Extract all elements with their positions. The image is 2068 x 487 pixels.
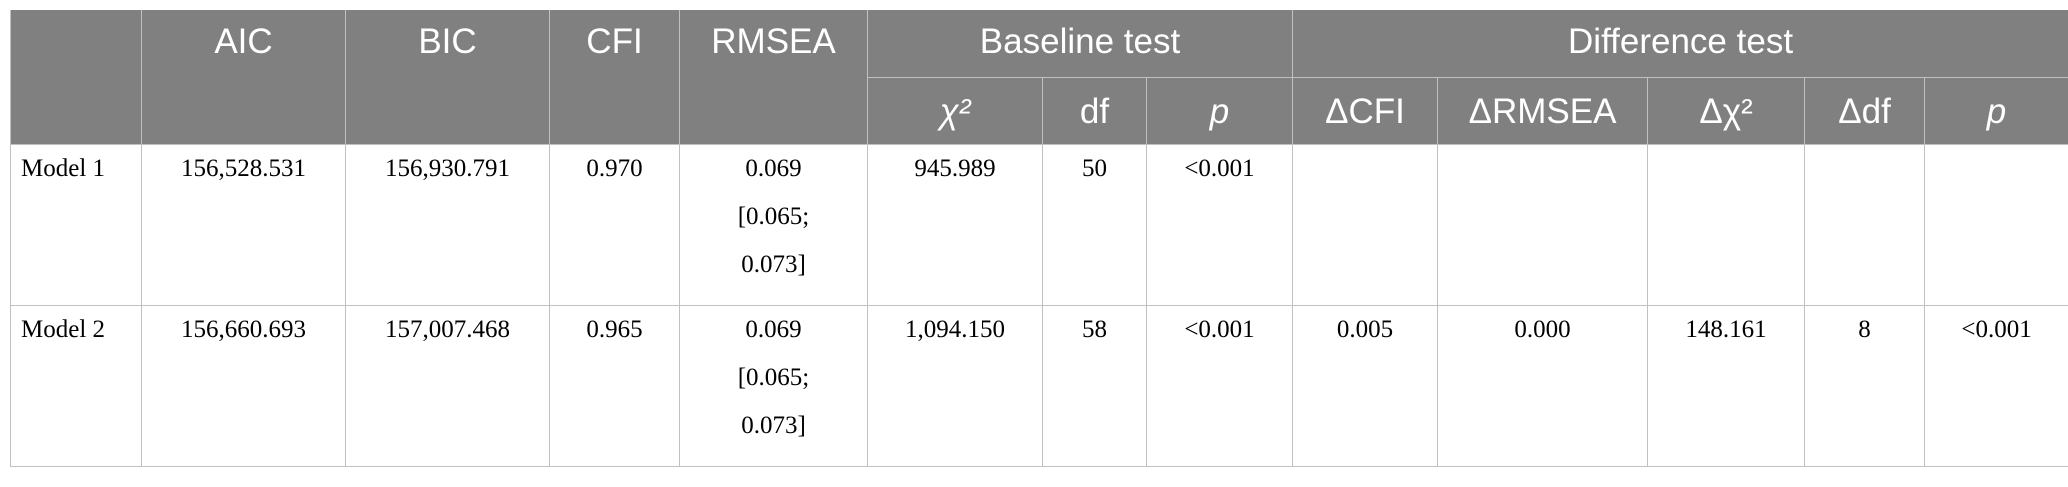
model-fit-table: AIC BIC CFI RMSEA Baseline test Differen… [10, 10, 2068, 467]
cell-p: <0.001 [1146, 305, 1294, 467]
rmsea-value: 0.069 [745, 315, 802, 343]
header-model [10, 10, 142, 145]
rmsea-ci-high: 0.073] [741, 411, 806, 439]
cell-cfi: 0.970 [549, 144, 680, 306]
rmsea-ci-low: [0.065; [737, 363, 810, 391]
table-header: AIC BIC CFI RMSEA Baseline test Differen… [10, 10, 2068, 145]
header-difference-test: Difference test [1292, 10, 2068, 78]
cell-aic: 156,528.531 [141, 144, 346, 306]
cell-delta-df [1804, 144, 1926, 306]
cell-delta-cfi [1292, 144, 1439, 306]
header-p: p [1146, 77, 1294, 145]
table-body: Model 1 156,528.531 156,930.791 0.970 0.… [10, 144, 2068, 467]
cell-model: Model 2 [10, 305, 142, 467]
header-df: df [1042, 77, 1147, 145]
header-chi2: χ² [867, 77, 1043, 145]
table-row: Model 2 156,660.693 157,007.468 0.965 0.… [10, 305, 2068, 467]
cell-delta-df: 8 [1804, 305, 1926, 467]
header-delta-p: p [1924, 77, 2068, 145]
header-bic: BIC [345, 10, 550, 145]
header-baseline-test: Baseline test [867, 10, 1294, 78]
cell-rmsea: 0.069 [0.065; 0.073] [679, 144, 868, 306]
cell-delta-rmsea: 0.000 [1437, 305, 1649, 467]
cell-delta-chi2: 148.161 [1647, 305, 1806, 467]
cell-chi2: 945.989 [867, 144, 1043, 306]
cell-p: <0.001 [1146, 144, 1294, 306]
header-delta-chi2: Δχ² [1647, 77, 1806, 145]
cell-rmsea: 0.069 [0.065; 0.073] [679, 305, 868, 467]
cell-delta-cfi: 0.005 [1292, 305, 1439, 467]
cell-df: 58 [1042, 305, 1147, 467]
table-row: Model 1 156,528.531 156,930.791 0.970 0.… [10, 144, 2068, 306]
rmsea-ci-low: [0.065; [737, 202, 810, 230]
cell-delta-p: <0.001 [1924, 305, 2068, 467]
cell-bic: 156,930.791 [345, 144, 550, 306]
cell-cfi: 0.965 [549, 305, 680, 467]
header-rmsea: RMSEA [679, 10, 868, 145]
cell-delta-p [1924, 144, 2068, 306]
header-delta-df: Δdf [1804, 77, 1926, 145]
header-delta-rmsea: ΔRMSEA [1437, 77, 1649, 145]
cell-bic: 157,007.468 [345, 305, 550, 467]
rmsea-ci-high: 0.073] [741, 250, 806, 278]
cell-chi2: 1,094.150 [867, 305, 1043, 467]
cell-delta-rmsea [1437, 144, 1649, 306]
header-cfi: CFI [549, 10, 680, 145]
header-delta-cfi: ΔCFI [1292, 77, 1439, 145]
cell-model: Model 1 [10, 144, 142, 306]
cell-delta-chi2 [1647, 144, 1806, 306]
cell-aic: 156,660.693 [141, 305, 346, 467]
header-aic: AIC [141, 10, 346, 145]
rmsea-value: 0.069 [745, 154, 802, 182]
cell-df: 50 [1042, 144, 1147, 306]
